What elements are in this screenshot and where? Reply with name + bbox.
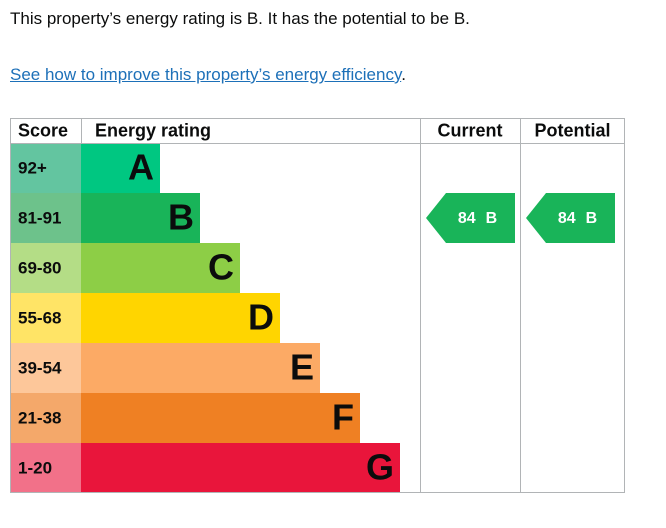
header-potential: Potential: [534, 120, 610, 140]
current-band: B: [486, 210, 498, 227]
band-letter: G: [366, 447, 394, 488]
link-line: See how to improve this property’s energ…: [10, 65, 406, 85]
band-bar: [81, 443, 400, 493]
improve-link[interactable]: See how to improve this property’s energ…: [10, 65, 402, 84]
score-cell: [10, 193, 81, 243]
score-cell: [10, 343, 81, 393]
header-rating: Energy rating: [95, 120, 211, 140]
intro-text: This property’s energy rating is B. It h…: [10, 9, 470, 28]
score-range: 81-91: [18, 208, 61, 227]
band-letter: F: [332, 397, 354, 438]
band-letter: C: [208, 247, 234, 288]
header-current: Current: [437, 120, 502, 140]
score-cell: [10, 443, 81, 493]
current-score: 84: [458, 210, 476, 227]
current-label: 84 B: [458, 210, 497, 227]
score-range: 55-68: [18, 308, 61, 327]
energy-chart: 92+ A 81-91 B 69-80 C 55-68 D 39-54 E 21-38 F 1-20 G S…: [10, 118, 625, 493]
band-bar: [81, 293, 280, 343]
score-range: 21-38: [18, 408, 61, 427]
band-letter: E: [290, 347, 314, 388]
band-letter: D: [248, 297, 274, 338]
band-bar: [81, 193, 200, 243]
band-bar: [81, 343, 320, 393]
band-bar: [81, 243, 240, 293]
potential-arrow: [526, 193, 615, 243]
score-cell: [10, 393, 81, 443]
score-range: 69-80: [18, 258, 61, 277]
potential-score: 84: [558, 210, 576, 227]
score-range: 1-20: [18, 458, 52, 477]
link-suffix: .: [401, 65, 406, 84]
band-letter: B: [168, 197, 194, 238]
band-bar: [81, 143, 160, 193]
score-range: 39-54: [18, 358, 62, 377]
score-cell: [10, 243, 81, 293]
potential-label: 84 B: [558, 210, 597, 227]
potential-band: B: [586, 210, 598, 227]
score-cell: [10, 143, 81, 193]
score-range: 92+: [18, 158, 47, 177]
current-arrow: [426, 193, 515, 243]
band-letter: A: [128, 147, 154, 188]
band-bar: [81, 393, 360, 443]
score-cell: [10, 293, 81, 343]
header-score: Score: [18, 120, 68, 140]
